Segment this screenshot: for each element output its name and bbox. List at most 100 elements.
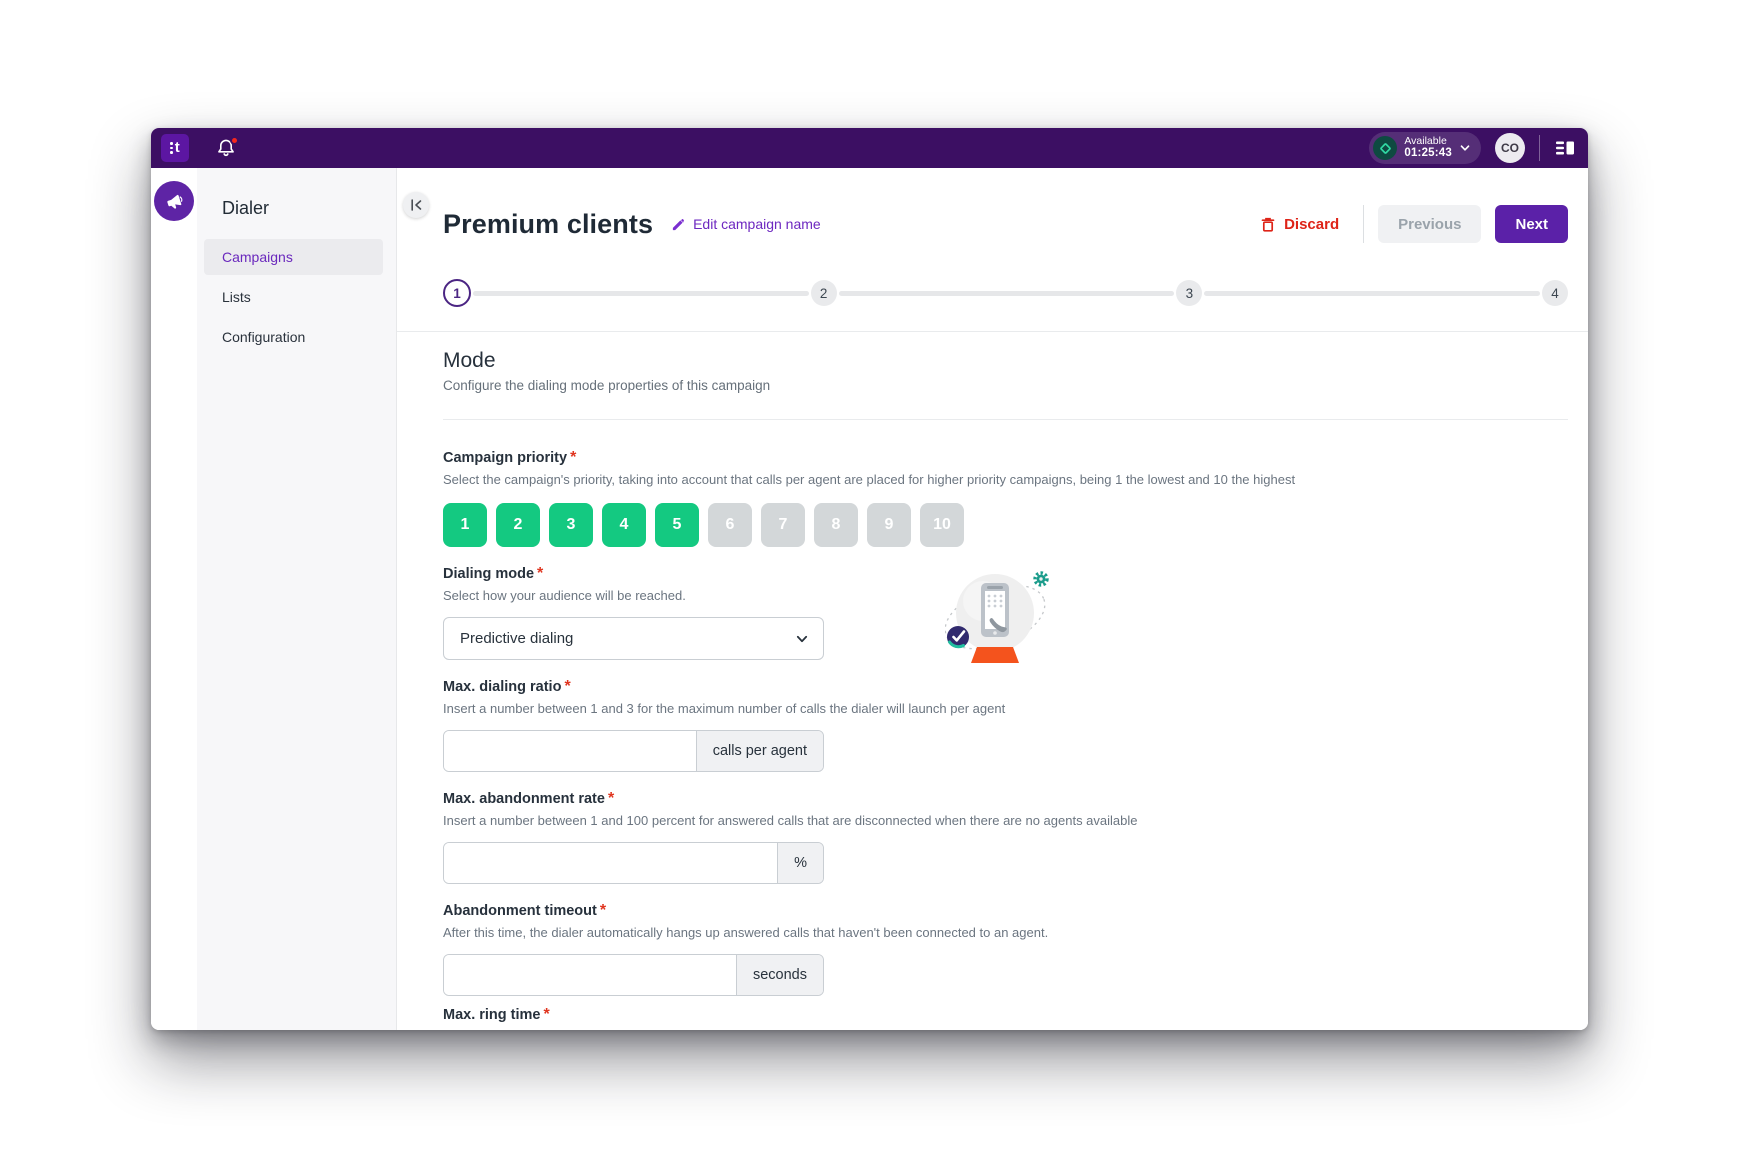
field-label: Campaign priority bbox=[443, 450, 568, 466]
sidebar: Dialer Campaigns Lists Configuration bbox=[197, 168, 397, 1030]
check-badge-icon bbox=[947, 626, 969, 649]
discard-button[interactable]: Discard bbox=[1250, 208, 1349, 241]
edit-campaign-name-button[interactable]: Edit campaign name bbox=[671, 216, 821, 232]
user-avatar[interactable]: CO bbox=[1495, 133, 1525, 163]
field-helper: Select how your audience will be reached… bbox=[443, 588, 686, 603]
priority-option-3[interactable]: 3 bbox=[549, 503, 593, 547]
header-divider bbox=[1363, 205, 1365, 243]
field-label: Dialing mode bbox=[443, 566, 535, 582]
sidebar-item-campaigns[interactable]: Campaigns bbox=[204, 239, 383, 275]
logo-letter: t bbox=[174, 139, 180, 156]
field-label: Abandonment timeout bbox=[443, 903, 597, 919]
predictive-dialing-illustration bbox=[945, 571, 1049, 663]
priority-option-2[interactable]: 2 bbox=[496, 503, 540, 547]
notification-badge bbox=[230, 136, 239, 145]
section-divider bbox=[443, 419, 1568, 420]
app-window: t Available 01:25:43 bbox=[151, 128, 1588, 1030]
sidebar-item-configuration[interactable]: Configuration bbox=[222, 329, 306, 345]
priority-option-1[interactable]: 1 bbox=[443, 503, 487, 547]
trash-icon bbox=[1261, 217, 1275, 232]
field-helper: Insert a number between 1 and 3 for the … bbox=[443, 701, 1006, 716]
main-panel: Premium clients Edit campaign name bbox=[397, 168, 1588, 1030]
sidebar-title: Dialer bbox=[222, 198, 270, 218]
step-connector bbox=[473, 290, 809, 296]
field-helper: After this time, the dialer automaticall… bbox=[443, 925, 1049, 940]
previous-button[interactable]: Previous bbox=[1378, 205, 1482, 243]
app-rail bbox=[151, 168, 197, 1030]
status-label: Available bbox=[1404, 135, 1447, 148]
priority-option-10[interactable]: 10 bbox=[920, 503, 964, 547]
required-asterisk: * bbox=[607, 790, 615, 807]
panel-toggle-icon[interactable] bbox=[1554, 138, 1576, 158]
dialer-app-button[interactable] bbox=[154, 181, 194, 221]
collapse-left-icon bbox=[410, 199, 421, 211]
page-header: Premium clients Edit campaign name bbox=[443, 205, 1568, 243]
chevron-down-icon bbox=[796, 635, 808, 642]
field-label: Max. ring time bbox=[443, 1007, 541, 1023]
step-2[interactable]: 2 bbox=[810, 280, 837, 306]
max-dialing-ratio-group: calls per agent bbox=[443, 730, 824, 772]
section-divider bbox=[397, 331, 1588, 332]
field-max-abandonment-rate: Max. abandonment rate * Insert a number b… bbox=[443, 790, 1568, 884]
priority-option-5[interactable]: 5 bbox=[655, 503, 699, 547]
gear-icon bbox=[1033, 571, 1049, 587]
section-subtitle: Configure the dialing mode properties of… bbox=[443, 378, 771, 393]
field-helper: Insert a number between 1 and 100 percen… bbox=[443, 813, 1138, 828]
pencil-icon bbox=[672, 218, 685, 230]
app-logo[interactable]: t bbox=[161, 134, 189, 162]
max-abandonment-rate-input[interactable] bbox=[444, 843, 778, 883]
required-asterisk: * bbox=[537, 565, 544, 582]
field-dialing-mode: Dialing mode * Select how your audience w… bbox=[443, 565, 1568, 663]
field-helper: Select the campaign's priority, taking i… bbox=[443, 472, 1296, 487]
topbar-divider bbox=[1539, 135, 1540, 161]
bell-icon bbox=[218, 139, 234, 157]
field-campaign-priority: Campaign priority * Select the campaign's… bbox=[443, 449, 1568, 547]
logo-dots-icon bbox=[170, 142, 173, 154]
required-asterisk: * bbox=[564, 678, 571, 695]
input-suffix: seconds bbox=[735, 955, 823, 995]
abandonment-timeout-group: seconds bbox=[443, 954, 824, 996]
step-connector bbox=[838, 290, 1175, 296]
step-4[interactable]: 4 bbox=[1542, 280, 1569, 306]
dialing-mode-value: Predictive dialing bbox=[460, 630, 574, 647]
sidebar-item-lists[interactable]: Lists bbox=[222, 289, 251, 305]
required-asterisk: * bbox=[599, 902, 607, 919]
wizard-stepper: 1 2 3 4 bbox=[443, 279, 1569, 307]
step-3[interactable]: 3 bbox=[1176, 280, 1203, 306]
chevron-down-icon bbox=[1460, 145, 1470, 151]
abandonment-timeout-input[interactable] bbox=[444, 955, 736, 995]
step-connector bbox=[1204, 290, 1541, 296]
discard-label: Discard bbox=[1284, 215, 1340, 233]
status-timer: 01:25:43 bbox=[1404, 147, 1452, 160]
status-available-icon bbox=[1373, 136, 1398, 160]
page-title: Premium clients bbox=[443, 208, 654, 239]
field-label: Max. abandonment rate bbox=[443, 791, 605, 807]
notifications-button[interactable] bbox=[215, 136, 239, 159]
priority-option-9[interactable]: 9 bbox=[867, 503, 911, 547]
required-asterisk: * bbox=[543, 1006, 550, 1023]
priority-option-8[interactable]: 8 bbox=[814, 503, 858, 547]
step-1[interactable]: 1 bbox=[443, 279, 471, 307]
max-dialing-ratio-input[interactable] bbox=[444, 731, 696, 771]
max-abandonment-rate-group: % bbox=[443, 842, 824, 884]
sidebar-collapse-button[interactable] bbox=[403, 192, 429, 218]
top-bar: t Available 01:25:43 bbox=[151, 128, 1588, 168]
field-abandonment-timeout: Abandonment timeout * After this time, th… bbox=[443, 902, 1568, 996]
dialing-mode-select[interactable]: Predictive dialing bbox=[443, 617, 824, 660]
field-label: Max. dialing ratio bbox=[443, 679, 562, 695]
priority-options: 1 2 3 4 5 6 7 8 9 10 bbox=[443, 503, 1568, 547]
input-suffix: calls per agent bbox=[695, 731, 823, 771]
edit-campaign-name-label: Edit campaign name bbox=[693, 216, 821, 232]
section-title: Mode bbox=[443, 349, 496, 372]
field-clipped-next: Max. ring time * bbox=[443, 1006, 1568, 1024]
priority-option-7[interactable]: 7 bbox=[761, 503, 805, 547]
agent-status-selector[interactable]: Available 01:25:43 bbox=[1369, 132, 1481, 164]
priority-option-4[interactable]: 4 bbox=[602, 503, 646, 547]
required-asterisk: * bbox=[570, 449, 577, 466]
field-max-dialing-ratio: Max. dialing ratio * Insert a number betw… bbox=[443, 678, 1568, 772]
next-button[interactable]: Next bbox=[1495, 205, 1568, 243]
megaphone-icon bbox=[166, 194, 182, 209]
priority-option-6[interactable]: 6 bbox=[708, 503, 752, 547]
input-suffix: % bbox=[777, 843, 823, 883]
